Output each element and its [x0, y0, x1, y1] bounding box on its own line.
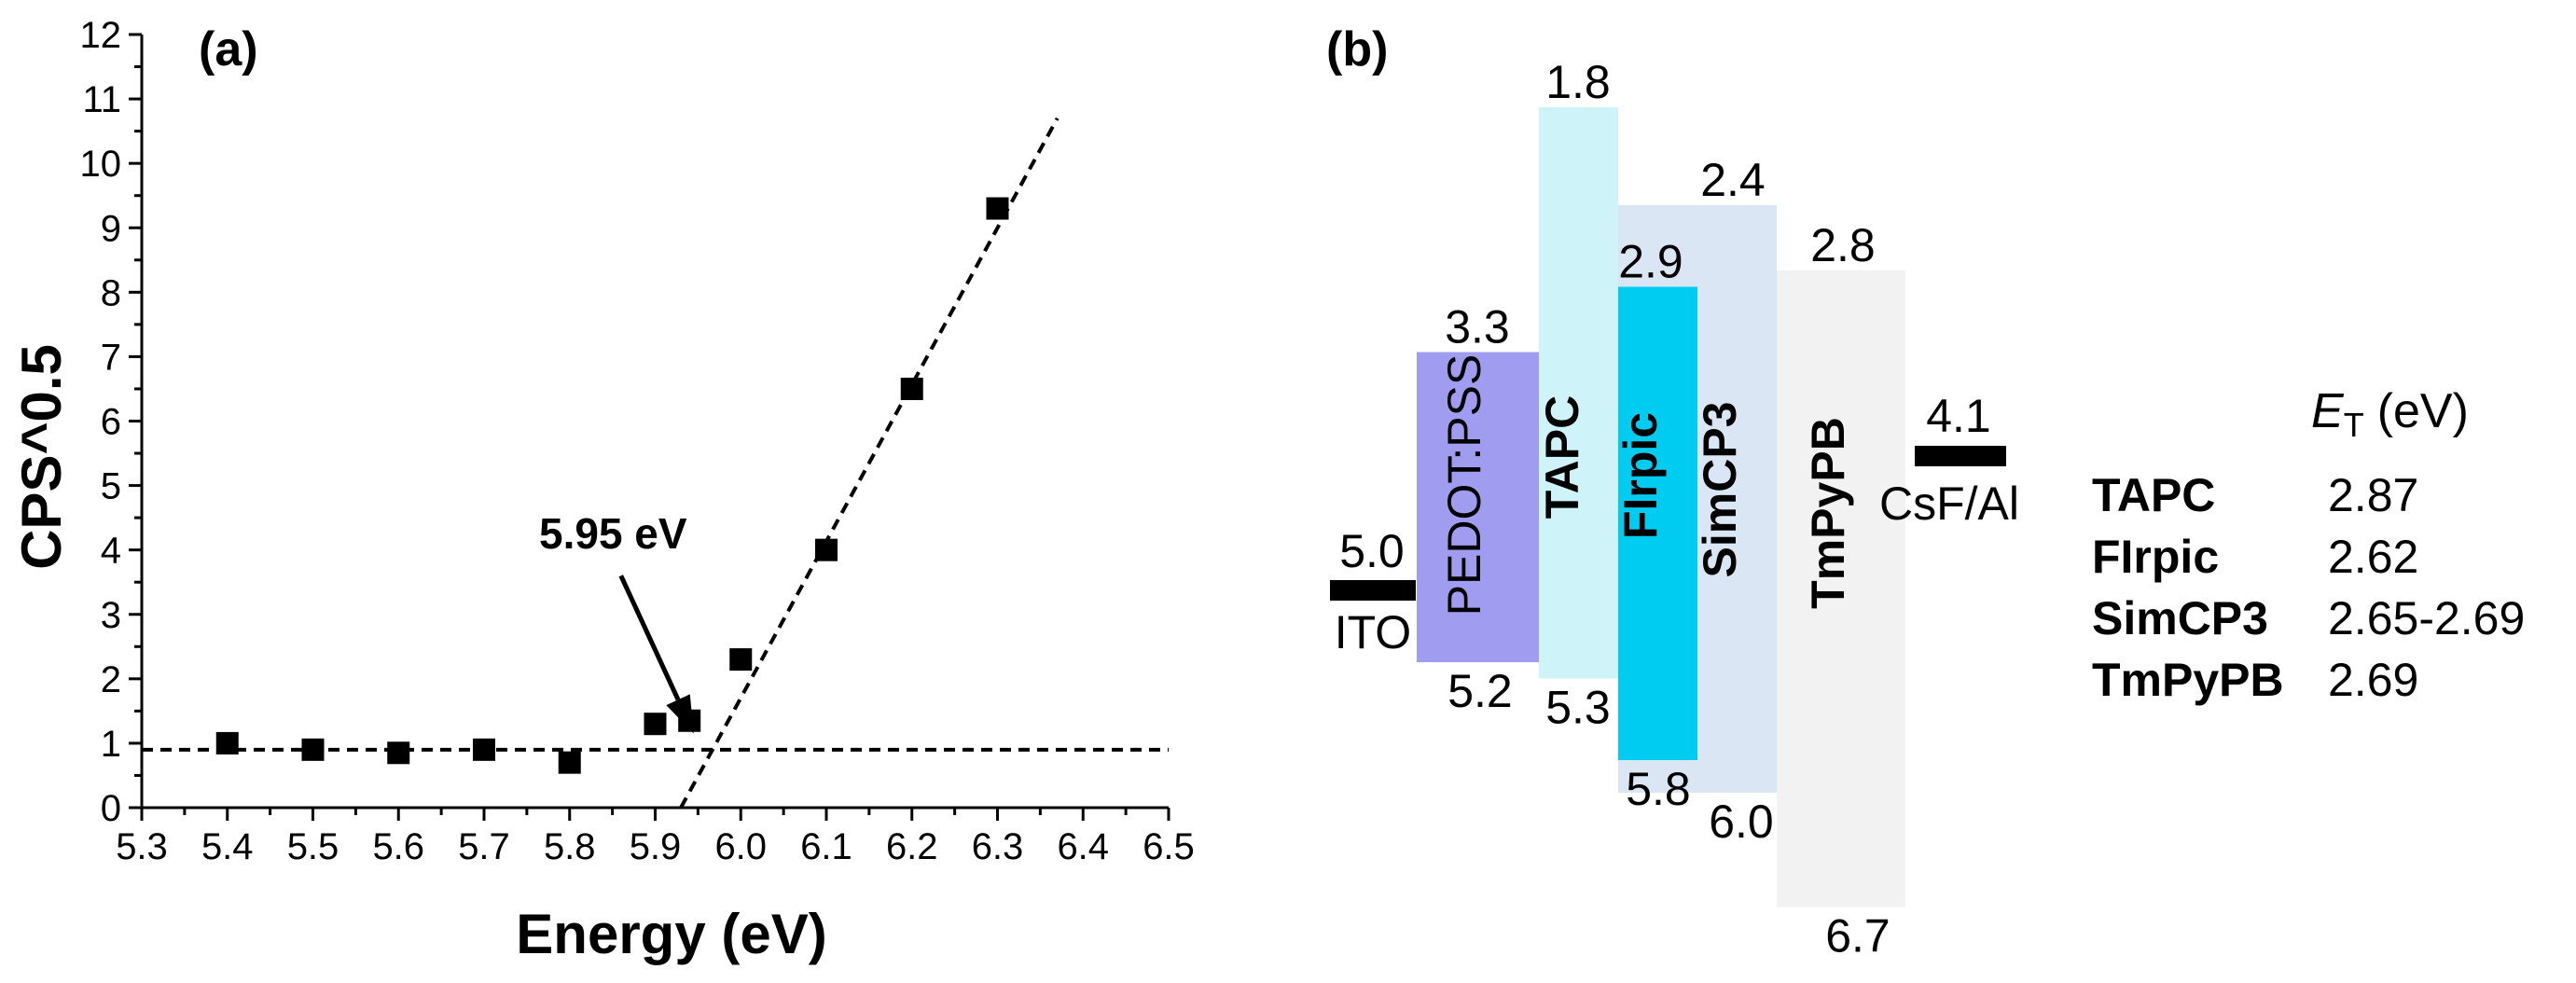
table-header-unit: (eV)	[2377, 384, 2469, 438]
table-material: FIrpic	[2092, 531, 2219, 583]
x-axis-label: Energy (eV)	[516, 903, 826, 965]
lumo-label-simcp3: 2.4	[1700, 154, 1766, 206]
data-points	[215, 197, 1009, 774]
y-tick-label: 2	[101, 659, 121, 700]
table-value: 2.69	[2328, 654, 2418, 706]
y-tick-label: 12	[80, 15, 122, 56]
table-value: 2.62	[2328, 531, 2418, 583]
table-header-symbol: E	[2311, 384, 2345, 438]
panel-a-label: (a)	[199, 22, 258, 76]
data-point	[215, 731, 239, 755]
panel-a: (a) 5.3 5.4 5.5 5.6 5.7 5.8 5.9 6.0 6.1 6.2 6.3 6.4…	[10, 15, 1195, 965]
homo-label-firpic: 5.8	[1626, 763, 1691, 815]
y-tick-label: 5	[101, 466, 121, 507]
y-tick-label: 1	[101, 724, 121, 765]
x-tick-label: 5.3	[116, 826, 168, 867]
fit-line	[679, 117, 1059, 809]
electrode-bar-ito	[1330, 580, 1416, 601]
data-point	[900, 377, 923, 400]
lumo-label-firpic: 2.9	[1618, 236, 1683, 288]
x-tick-label: 6.4	[1057, 826, 1109, 867]
y-tick-label: 0	[101, 788, 121, 829]
energy-bar-pedot-pss	[1417, 352, 1539, 662]
table-header-subscript: T	[2344, 406, 2364, 444]
x-tick-label: 5.4	[201, 826, 254, 867]
y-tick-label: 11	[82, 79, 121, 120]
fit-lines	[142, 117, 1169, 809]
annotation-arrow	[618, 575, 694, 734]
x-tick-label: 5.7	[458, 826, 510, 867]
electrode-name-ito: ITO	[1335, 606, 1411, 658]
energy-bar-firpic	[1618, 286, 1697, 760]
table-rows: TAPC 2.87 FIrpic 2.62 SimCP3 2.65-2.69 TmPyPB 2…	[2092, 469, 2525, 706]
x-tick-label: 5.6	[372, 826, 424, 867]
layer-name-tmpypb: TmPyPB	[1802, 417, 1854, 609]
y-tick-label: 3	[101, 595, 121, 636]
arrow-shaft	[618, 575, 681, 701]
table-material: TmPyPB	[2092, 654, 2284, 706]
y-tick-label: 10	[80, 144, 122, 185]
energy-bar-tapc	[1539, 107, 1618, 679]
panel-b-label: (b)	[1326, 22, 1388, 76]
data-point	[473, 738, 495, 761]
table-material: SimCP3	[2092, 592, 2268, 644]
homo-label-tapc: 5.3	[1545, 682, 1611, 734]
data-point	[986, 197, 1009, 220]
energy-level-bars: 3.3 5.2 PEDOT:PSS 1.8 5.3 TAPC 2.4 6.0 SimCP3 2.9…	[1417, 56, 1905, 962]
x-tick-label: 6.1	[800, 826, 852, 867]
x-tick-label: 6.0	[714, 826, 767, 867]
data-point	[644, 713, 667, 736]
homo-label-tmpypb: 6.7	[1825, 910, 1890, 962]
lumo-label-tmpypb: 2.8	[1810, 219, 1876, 271]
electrode-level-csf-al: 4.1	[1926, 390, 1991, 442]
arrow-head	[666, 694, 694, 734]
y-tick-label: 6	[101, 402, 121, 443]
lumo-label-tapc: 1.8	[1545, 56, 1611, 108]
table-header: ET (eV)	[2311, 384, 2469, 444]
homo-label-pedot-pss: 5.2	[1447, 665, 1513, 717]
panel-b: (b) 3.3 5.2 PEDOT:PSS 1.8 5.3 TAPC 2.4 6.0 SimCP…	[1326, 22, 2525, 962]
x-tick-label: 5.8	[544, 826, 596, 867]
data-point	[301, 738, 325, 761]
electrodes: 5.0 ITO 4.1 CsF/Al	[1330, 390, 2019, 658]
electrode-name-csf-al: CsF/Al	[1879, 478, 2019, 530]
x-tick-label: 6.5	[1143, 826, 1195, 867]
layer-name-pedot-pss: PEDOT:PSS	[1438, 354, 1490, 616]
x-tick-label: 5.5	[287, 826, 339, 867]
annotation-label: 5.95 eV	[539, 509, 687, 558]
electrode-level-ito: 5.0	[1339, 525, 1405, 577]
data-point	[558, 751, 581, 774]
triplet-energy-table: ET (eV) TAPC 2.87 FIrpic 2.62 SimCP3 2.65-2.69…	[2092, 384, 2525, 706]
y-tick-label: 9	[101, 208, 121, 249]
table-value: 2.87	[2328, 469, 2418, 521]
y-tick-label: 4	[101, 531, 121, 572]
table-value: 2.65-2.69	[2328, 592, 2525, 644]
data-point	[815, 538, 838, 561]
layer-name-simcp3: SimCP3	[1694, 402, 1746, 578]
plot-frame	[140, 35, 1169, 810]
data-point	[387, 741, 410, 765]
layer-name-tapc: TAPC	[1536, 395, 1588, 519]
layer-name-firpic: FIrpic	[1614, 412, 1667, 539]
y-tick-label: 7	[101, 337, 121, 378]
electrode-bar-csf-al	[1915, 446, 2006, 466]
x-tick-label: 6.3	[972, 826, 1024, 867]
x-ticks: 5.3 5.4 5.5 5.6 5.7 5.8 5.9 6.0 6.1 6.2 6.3 6.4 6.5	[116, 808, 1195, 867]
y-tick-label: 8	[101, 272, 121, 313]
x-tick-label: 6.2	[886, 826, 938, 867]
lumo-label-pedot-pss: 3.3	[1445, 301, 1510, 353]
homo-label-simcp3: 6.0	[1709, 796, 1774, 848]
x-tick-label: 5.9	[630, 826, 682, 867]
y-axis-label: CPS^0.5	[10, 344, 73, 570]
table-material: TAPC	[2092, 469, 2215, 521]
energy-bar-tmpypb	[1777, 270, 1905, 907]
data-point	[729, 648, 753, 671]
